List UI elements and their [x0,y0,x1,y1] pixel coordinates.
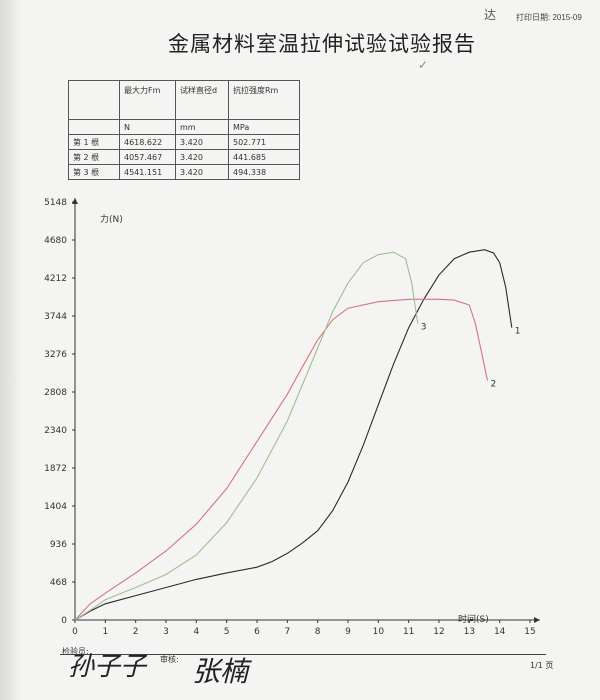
series-line-1 [74,249,513,621]
y-tick-label: 3744 [44,312,67,322]
table-cell: 441.685 [228,149,300,165]
x-tick-label: 12 [433,627,444,637]
y-tick-label: 2808 [44,388,67,398]
y-tick-label: 3276 [44,350,67,360]
y-tick-label: 2340 [44,426,67,436]
table-cell: 4057.467 [119,149,176,165]
table-cell: 4618.622 [119,134,176,150]
x-tick-label: 8 [315,627,321,637]
table-cell: 502.771 [228,134,300,150]
table-unit-cell [68,119,120,135]
table-header-cell: 抗拉强度Rm [228,80,300,120]
x-tick-label: 11 [403,627,414,637]
x-tick-label: 5 [224,627,230,637]
y-tick-label: 4680 [44,236,67,246]
table-row: 第 1 根 4618.622 3.420 502.771 [68,134,300,150]
scan-edge-shadow [0,0,22,700]
y-tick-label: 5148 [44,198,67,208]
y-tick-label: 1404 [44,502,67,512]
x-tick-label: 13 [464,627,475,637]
x-tick-label: 7 [284,627,290,637]
tester-signature: 孙子子 [68,652,147,682]
x-tick-label: 15 [524,627,535,637]
series-line-3 [74,251,419,621]
check-mark-icon: ✓ [418,58,429,72]
x-tick-label: 1 [102,627,108,637]
table-header-cell: 最大力Fm [119,80,176,120]
x-axis-arrow-icon [534,617,540,623]
x-tick-label: 9 [345,627,351,637]
series-end-label: 3 [421,323,427,333]
results-table: 最大力Fm 试样直径d 抗拉强度Rm N mm MPa 第 1 根 4618.6… [68,80,300,180]
handwritten-stamp: 达 [484,8,497,22]
table-unit-cell: mm [175,119,229,135]
x-tick-label: 6 [254,627,260,637]
y-tick-label: 0 [61,616,67,626]
table-unit-cell: MPa [228,119,300,135]
table-cell: 第 2 根 [68,149,120,165]
table-cell: 4541.151 [119,164,176,180]
table-cell: 3.420 [175,164,229,180]
print-date: 打印日期: 2015-09 [516,13,582,22]
reviewer-signature: 张楠 [192,655,249,688]
table-unit-cell: N [119,119,176,135]
force-time-chart: 0468936140418722340280832763744421246805… [44,198,540,637]
y-tick-label: 468 [50,578,67,588]
y-tick-label: 936 [50,540,67,550]
y-axis-label: 力(N) [100,213,123,225]
table-cell: 3.420 [175,149,229,165]
table-row: 第 3 根 4541.151 3.420 494.338 [68,164,300,180]
chart-axes: 0468936140418722340280832763744421246805… [44,198,540,637]
y-axis-arrow-icon [72,198,78,204]
table-header-row: 最大力Fm 试样直径d 抗拉强度Rm [68,80,300,120]
footer-divider [60,654,546,655]
x-tick-label: 2 [133,627,139,637]
table-header-cell: 试样直径d [175,80,229,120]
table-cell: 494.338 [228,164,300,180]
y-tick-label: 4212 [44,274,67,284]
x-tick-label: 0 [72,627,78,637]
table-cell: 第 3 根 [68,164,120,180]
table-cell: 第 1 根 [68,134,120,150]
x-tick-label: 10 [373,627,385,637]
report-title: 金属材料室温拉伸试验试验报告 [168,32,476,56]
table-unit-row: N mm MPa [68,119,300,135]
x-tick-label: 14 [494,627,506,637]
x-tick-label: 4 [193,627,199,637]
series-end-label: 1 [515,327,521,337]
reviewer-label: 审核: [160,655,179,664]
table-row: 第 2 根 4057.467 3.420 441.685 [68,149,300,165]
table-header-cell [68,80,120,120]
x-tick-label: 3 [163,627,169,637]
series-end-label: 2 [491,379,497,389]
table-cell: 3.420 [175,134,229,150]
chart-series: 1 2 3 [74,249,521,621]
series-line-2 [74,298,489,621]
y-tick-label: 1872 [44,464,67,474]
page-number: 1/1 页 [530,661,554,670]
tester-label: 检验员: [62,647,89,656]
x-axis-label: 时间(S) [458,613,489,625]
